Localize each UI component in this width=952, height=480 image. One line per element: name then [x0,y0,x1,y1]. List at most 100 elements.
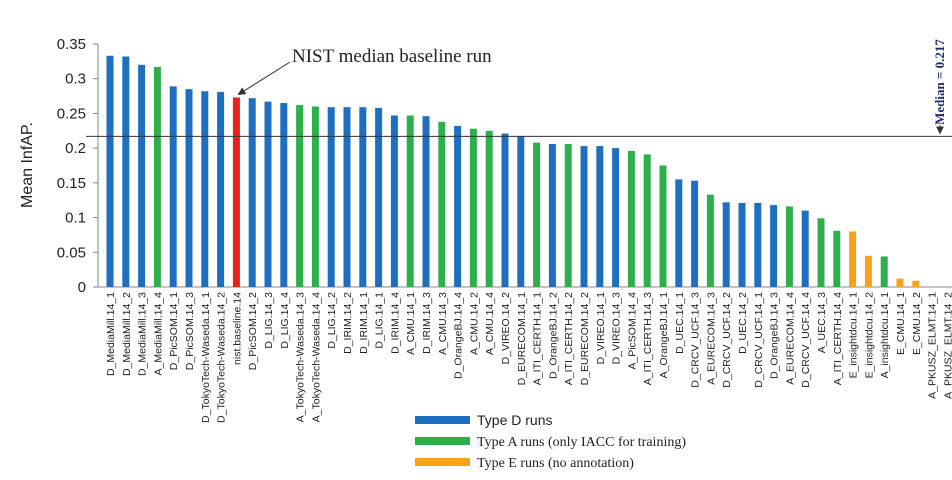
bar [675,179,683,287]
x-tick-label: D_OrangeBJ.14_3 [769,292,781,379]
x-tick-label: A_EURECOM.14_3 [705,292,717,385]
x-tick-label: D_LIG.14_1 [374,292,386,349]
x-tick-label: D_MediaMill.14_2 [121,292,133,376]
x-tick-label: D_CRCV_UCF.14_1 [753,292,765,388]
x-tick-label: A_ITI_CERTH.14_3 [642,292,654,385]
bar [264,101,272,287]
bar [217,91,225,287]
x-tick-label: A_ITI_CERTH.14_4 [832,292,844,385]
x-tick-label: D_TokyoTech-Waseda.14_2 [216,292,228,423]
bar [106,55,114,287]
bar [817,218,825,287]
y-tick-label: 0.15 [57,175,86,192]
x-tick-label: D_MediaMill.14_1 [105,292,117,376]
bar [706,194,714,287]
x-tick-label: A_CMU.14_3 [437,292,449,355]
bar [343,107,351,288]
bar [659,165,667,287]
bar [122,56,130,287]
bar [580,146,588,287]
bar [785,206,793,287]
bar [485,130,493,287]
x-tick-label: D_CRCV_UCF.14_4 [800,292,812,388]
bar [612,148,620,287]
x-tick-label: A_CMU.14_4 [484,292,496,355]
bar [738,202,746,287]
x-tick-label: D_EURECOM.14_2 [579,292,591,386]
legend-swatch [415,416,470,424]
bar [912,280,920,287]
x-tick-label: D_PicSOM.14_1 [168,292,180,370]
x-tick-label: D_PicSOM.14_3 [184,292,196,370]
median-label: Median = 0.217 [932,39,947,125]
legend-label: Type D runs [477,412,552,428]
y-tick-label: 0.1 [65,210,86,227]
x-tick-label: A_CMU.14_1 [405,292,417,355]
bar [169,86,177,287]
bar [390,115,398,287]
x-tick-label: A_PKUSZ_ELMT.14_2 [942,292,952,399]
bar [185,89,193,287]
bar [533,142,541,287]
x-tick-label: A_ITI_CERTH.14_2 [563,292,575,385]
x-tick-label: D_LIG.14_4 [279,292,291,349]
x-tick-label: D_OrangeBJ.14_2 [547,292,559,379]
x-tick-label: D_EURECOM.14_1 [516,292,528,386]
y-tick-label: 0.2 [65,140,86,157]
x-tick-label: D_PicSOM.14_2 [247,292,259,370]
bar [469,128,477,287]
x-tick-label: E_insightdcu.14_1 [848,292,860,379]
x-tick-label: D_VIREO.14_3 [611,292,623,365]
x-tick-label: A_PKUSZ_ELMT.14_1 [927,292,939,399]
bar [296,105,304,288]
bar [596,146,604,287]
x-tick-label: A_ITI_CERTH.14_1 [532,292,544,385]
baseline-annotation: NIST median baseline run [292,46,492,67]
bar [232,97,240,288]
x-tick-label: A_CMU.14_2 [468,292,480,355]
x-tick-label: D_IRIM.14_4 [389,292,401,354]
x-tick-label: D_UEC.14_2 [737,292,749,354]
bar [248,98,256,287]
x-tick-label: A_PicSOM.14_4 [626,292,638,370]
y-tick-label: 0.05 [57,244,86,261]
bar [770,205,778,287]
bar [375,107,383,287]
bar [501,133,509,287]
bar [691,180,699,287]
x-tick-label: E_insightdcu.14_2 [863,292,875,379]
x-tick-label: D_IRIM.14_3 [421,292,433,354]
y-tick-label: 0.35 [57,36,86,53]
bar [454,125,462,287]
bar [833,230,841,287]
bar [138,64,146,287]
x-tick-label: D_CRCV_UCF.14_3 [690,292,702,388]
bar [311,106,319,287]
bar [359,107,367,288]
bar [643,154,651,287]
bar [880,256,888,287]
x-tick-label: D_LIG.14_2 [326,292,338,349]
bar [801,210,809,287]
bar [153,66,161,287]
x-tick-label: D_CRCV_UCF.14_2 [721,292,733,388]
bar [517,136,525,287]
x-tick-label: nist.baseline.14 [231,292,243,365]
x-tick-label: A_UEC.14_3 [816,292,828,353]
x-tick-label: A_OrangeBJ.14_1 [658,292,670,379]
x-tick-label: A_TokyoTech-Waseda.14_4 [310,292,322,423]
x-tick-label: D_TokyoTech-Waseda.14_1 [200,292,212,423]
legend-swatch [415,458,470,466]
x-tick-label: D_IRIM.14_2 [342,292,354,354]
bar [422,116,430,287]
bar [627,150,635,287]
bar [864,255,872,287]
bar [722,202,730,287]
baseline-arrow [237,61,291,95]
bar [849,231,857,287]
x-tick-label: D_VIREO.14_1 [595,292,607,365]
y-axis-label: Mean InfAP. [19,122,36,208]
bar [327,107,335,288]
bar [754,202,762,287]
bar [548,143,556,287]
